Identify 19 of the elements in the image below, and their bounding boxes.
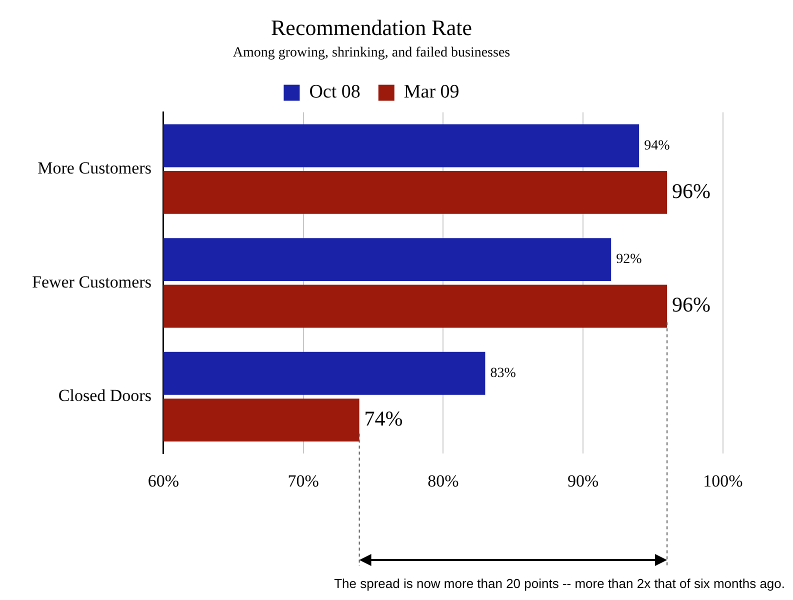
y-tick-label: More Customers [38,158,152,178]
x-tick-label: 60% [148,471,180,490]
x-tick-label: 80% [428,471,459,490]
data-label: 83% [490,366,516,382]
y-tick-label: Closed Doors [58,386,152,406]
chart-title: Recommendation Rate [271,14,472,40]
x-tick-label: 100% [703,471,743,490]
data-label: 92% [616,252,642,268]
data-label: 96% [672,178,711,203]
data-label: 94% [644,138,670,154]
y-tick-label: Fewer Customers [32,272,152,292]
text: The spread is now more than 20 points -- more than 2x that of six months ago. [334,576,785,591]
legend-label: Mar 09 [404,82,460,103]
legend-label: Oct 08 [309,82,360,103]
data-label: 96% [672,292,711,317]
x-tick-label: 90% [568,471,599,490]
chart-subtitle: Among growing, shrinking, and failed businesses [232,45,510,60]
x-tick-label: 70% [288,471,319,490]
data-label: 74% [364,406,403,431]
